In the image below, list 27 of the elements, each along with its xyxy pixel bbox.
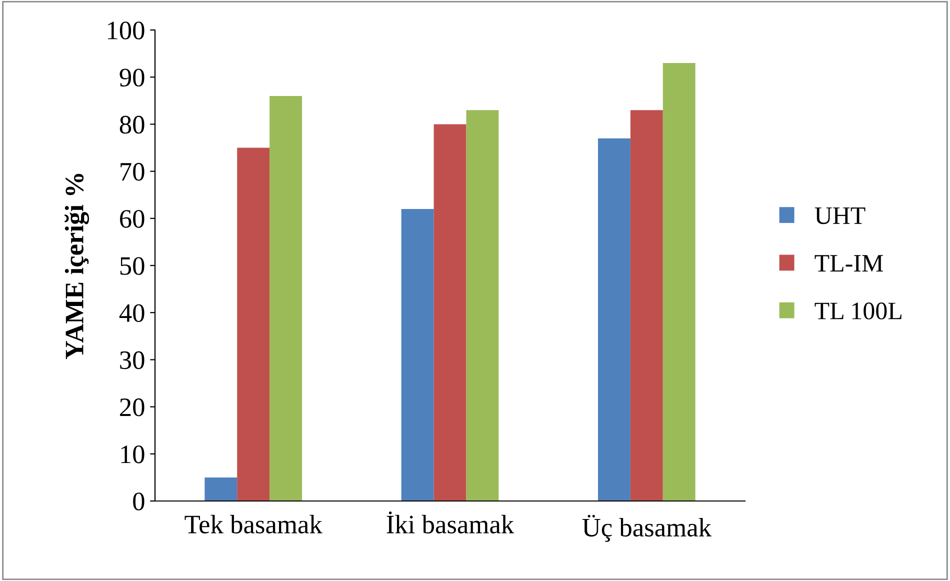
y-tick-label: 10 [121, 446, 144, 464]
x-tick-label: İki basamak [386, 512, 514, 534]
x-tick-label: Üç basamak [582, 514, 712, 542]
y-tick-label: 60 [120, 210, 144, 228]
y-tick-label: 50 [120, 257, 144, 275]
bar [237, 148, 270, 501]
y-tick-label: 30 [120, 351, 144, 370]
legend-label: UHT [814, 207, 866, 224]
bar [630, 110, 663, 501]
bar [270, 96, 302, 501]
bar [662, 62, 696, 501]
y-tick-label: 70 [120, 162, 144, 181]
y-axis-title: YAME içeriği % [64, 174, 90, 360]
y-tick-label: 0 [133, 492, 144, 510]
y-tick-label: 100 [108, 22, 144, 40]
x-tick-label: Tek basamak [184, 514, 322, 534]
y-tick-label: 20 [120, 398, 144, 416]
bar [401, 208, 434, 501]
bar [598, 138, 630, 501]
legend-label: TL-IM [814, 255, 883, 272]
y-tick-label: 80 [120, 116, 144, 134]
y-tick-label: 90 [120, 68, 144, 87]
bar [204, 477, 238, 501]
y-tick-label: 40 [119, 304, 144, 322]
legend-label: TL 100L [814, 302, 902, 320]
bar [466, 110, 499, 501]
bar [434, 124, 466, 501]
